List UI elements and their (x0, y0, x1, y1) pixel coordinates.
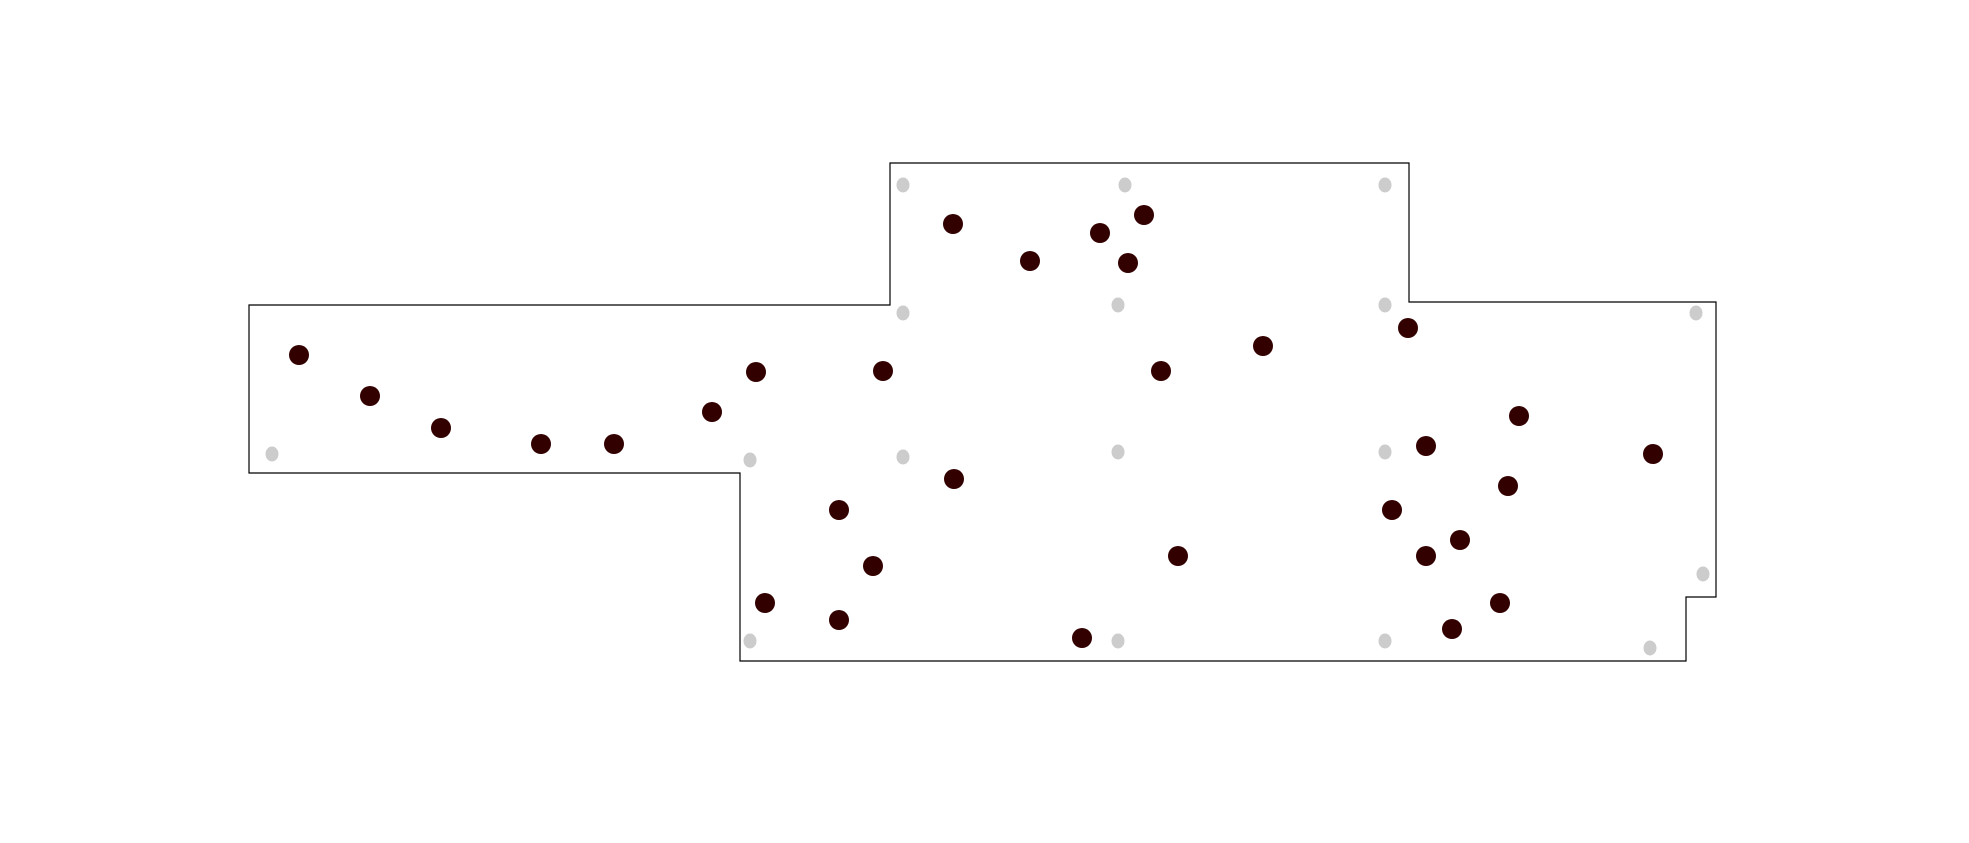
secondary-marker (896, 177, 910, 193)
secondary-marker (1378, 633, 1392, 649)
primary-marker (1416, 546, 1436, 566)
secondary-marker (743, 452, 757, 468)
secondary-markers (265, 177, 1710, 656)
secondary-marker (1689, 305, 1703, 321)
secondary-marker (1118, 177, 1132, 193)
secondary-marker (1643, 640, 1657, 656)
secondary-marker (743, 633, 757, 649)
secondary-marker (1378, 297, 1392, 313)
primary-marker (1450, 530, 1470, 550)
primary-marker (1134, 205, 1154, 225)
primary-marker (1072, 628, 1092, 648)
primary-marker (1168, 546, 1188, 566)
primary-marker (1498, 476, 1518, 496)
primary-marker (604, 434, 624, 454)
primary-marker (1118, 253, 1138, 273)
primary-marker (1490, 593, 1510, 613)
primary-marker (944, 469, 964, 489)
primary-marker (531, 434, 551, 454)
secondary-marker (896, 449, 910, 465)
primary-marker (1416, 436, 1436, 456)
secondary-marker (1111, 297, 1125, 313)
primary-marker (1090, 223, 1110, 243)
primary-marker (746, 362, 766, 382)
primary-marker (360, 386, 380, 406)
secondary-marker (1378, 177, 1392, 193)
secondary-marker (1111, 444, 1125, 460)
primary-markers (289, 205, 1663, 648)
primary-marker (863, 556, 883, 576)
primary-marker (1020, 251, 1040, 271)
primary-marker (943, 214, 963, 234)
primary-marker (1382, 500, 1402, 520)
secondary-marker (1111, 633, 1125, 649)
floor-plan-outline (248, 162, 1717, 662)
primary-marker (873, 361, 893, 381)
primary-marker (289, 345, 309, 365)
primary-marker (1398, 318, 1418, 338)
primary-marker (431, 418, 451, 438)
primary-marker (1442, 619, 1462, 639)
primary-marker (755, 593, 775, 613)
secondary-marker (265, 446, 279, 462)
primary-marker (829, 500, 849, 520)
primary-marker (1253, 336, 1273, 356)
primary-marker (702, 402, 722, 422)
secondary-marker (1378, 444, 1392, 460)
primary-marker (1151, 361, 1171, 381)
secondary-marker (896, 305, 910, 321)
secondary-marker (1696, 566, 1710, 582)
primary-marker (1509, 406, 1529, 426)
primary-marker (829, 610, 849, 630)
primary-marker (1643, 444, 1663, 464)
